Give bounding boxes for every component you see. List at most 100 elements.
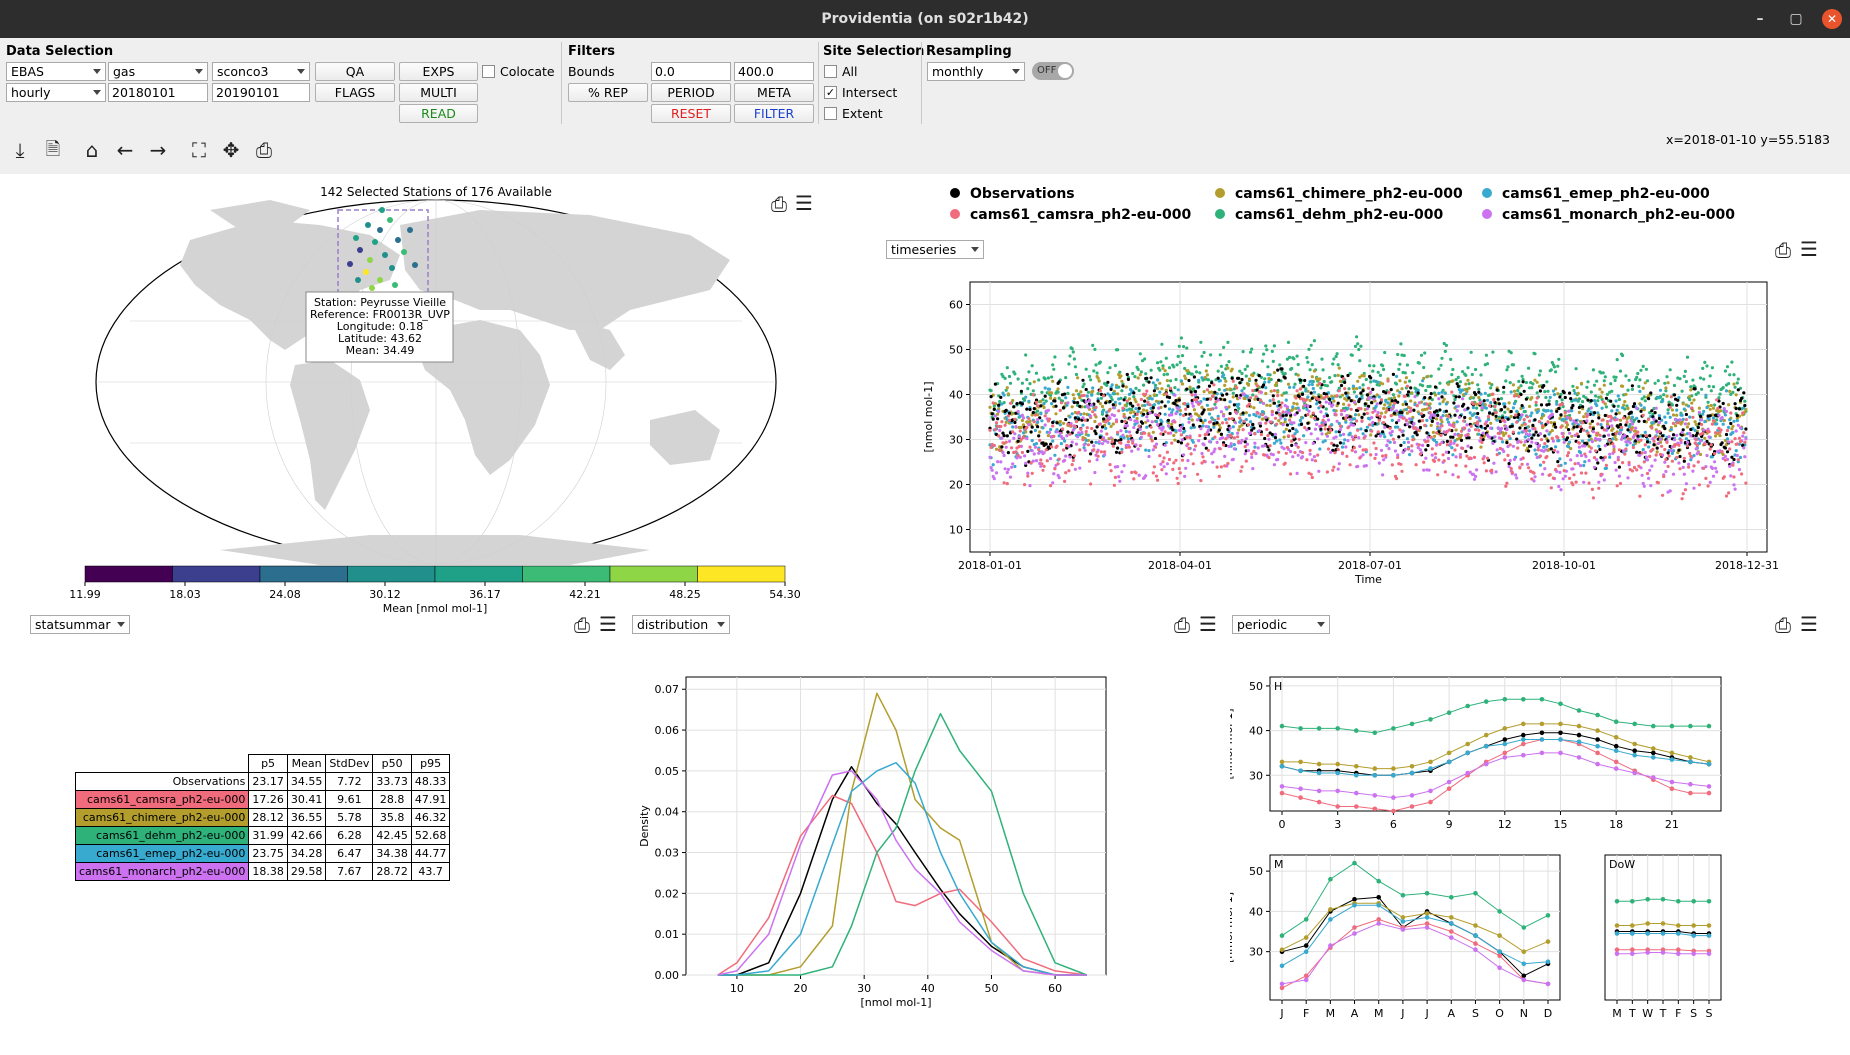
start-date-input[interactable]: 20180101 (108, 83, 208, 102)
hamburger-menu-icon[interactable]: ☰ (1199, 612, 1217, 636)
data-point (1474, 428, 1478, 432)
meta-button[interactable]: META (734, 83, 814, 102)
intersect-checkbox[interactable]: ✓ (824, 86, 837, 99)
legend-item[interactable]: cams61_chimere_ph2-eu-000 (1215, 186, 1463, 202)
all-checkbox[interactable] (824, 65, 837, 78)
data-point (1632, 465, 1637, 470)
resampling-select[interactable]: monthly (927, 62, 1025, 81)
data-point (1475, 402, 1479, 406)
data-point (1376, 430, 1380, 434)
data-point (1063, 458, 1067, 462)
data-point (1331, 448, 1335, 452)
data-point (1381, 473, 1385, 477)
timeseries-select[interactable]: timeseries (886, 240, 984, 259)
save-image-icon[interactable]: ⎙ (771, 192, 787, 216)
data-point (1065, 434, 1069, 438)
data-point (1444, 409, 1448, 413)
hamburger-menu-icon[interactable]: ☰ (599, 612, 617, 636)
species-select[interactable]: sconco3 (212, 62, 310, 81)
maximize-icon[interactable]: ▢ (1789, 11, 1803, 27)
statsummary-select[interactable]: statsummar (30, 615, 130, 634)
hamburger-menu-icon[interactable]: ☰ (1800, 612, 1818, 636)
network-select[interactable]: EBAS (6, 62, 106, 81)
filter-button[interactable]: FILTER (734, 104, 814, 123)
save-image-icon[interactable]: ⎙ (1775, 613, 1791, 637)
rep-button[interactable]: % REP (568, 83, 648, 102)
save-figure-icon[interactable]: ⎙ (256, 138, 272, 162)
data-point (1193, 389, 1198, 394)
map-plot[interactable]: 142 Selected Stations of 176 Available S… (70, 180, 810, 620)
data-point (1151, 381, 1155, 385)
save-image-icon[interactable]: ⎙ (1174, 613, 1190, 637)
data-point (1399, 443, 1403, 447)
data-point (1426, 443, 1430, 448)
data-point (1204, 446, 1208, 450)
data-point (1174, 412, 1178, 416)
data-point (1572, 473, 1576, 477)
data-point (1620, 425, 1624, 430)
save-image-icon[interactable]: ⎙ (1775, 238, 1791, 262)
data-point (1669, 723, 1675, 729)
species-group-select[interactable]: gas (108, 62, 208, 81)
data-point (1316, 417, 1320, 421)
data-point (1678, 467, 1682, 471)
data-point (1106, 440, 1110, 444)
exps-button[interactable]: EXPS (399, 62, 478, 81)
reset-button[interactable]: RESET (651, 104, 731, 123)
forward-arrow-icon[interactable]: → (149, 138, 167, 162)
resampling-toggle[interactable]: OFF (1032, 62, 1074, 80)
data-point (1722, 418, 1726, 423)
data-point (1300, 451, 1305, 455)
distribution-select[interactable]: distribution (632, 615, 730, 634)
legend-item[interactable]: cams61_emep_ph2-eu-000 (1482, 186, 1710, 202)
colocate-checkbox[interactable] (482, 65, 495, 78)
legend-item[interactable]: cams61_camsra_ph2-eu-000 (950, 207, 1191, 223)
data-point (1378, 401, 1382, 405)
station-markers[interactable] (347, 207, 418, 291)
period-button[interactable]: PERIOD (651, 83, 731, 102)
data-point (1145, 376, 1149, 380)
data-point (1491, 392, 1495, 396)
download-icon[interactable]: ⤓ (15, 138, 25, 162)
legend-item[interactable]: cams61_dehm_ph2-eu-000 (1215, 207, 1443, 223)
data-point (1335, 726, 1340, 731)
minimize-icon[interactable]: – (1756, 11, 1764, 27)
data-point (1442, 459, 1446, 463)
end-date-input[interactable]: 20190101 (212, 83, 310, 102)
data-point (1515, 392, 1519, 396)
data-point (1313, 459, 1318, 463)
data-point (1658, 452, 1663, 457)
read-button[interactable]: READ (399, 104, 478, 123)
data-point (1435, 409, 1439, 413)
data-point (1335, 804, 1340, 809)
data-point (1424, 388, 1428, 393)
close-icon[interactable]: ✕ (1822, 9, 1842, 29)
hamburger-menu-icon[interactable]: ☰ (795, 191, 813, 215)
save-image-icon[interactable]: ⎙ (574, 613, 590, 637)
zoom-icon[interactable]: ⛶ (192, 138, 206, 162)
document-icon[interactable]: 🗎 (45, 139, 61, 160)
legend-item[interactable]: cams61_monarch_ph2-eu-000 (1482, 207, 1735, 223)
data-point (1357, 347, 1361, 352)
home-icon[interactable]: ⌂ (85, 138, 99, 162)
multi-button[interactable]: MULTI (399, 83, 478, 102)
data-point (1298, 768, 1303, 774)
extent-checkbox[interactable] (824, 107, 837, 120)
legend-item[interactable]: Observations (950, 186, 1075, 202)
resolution-select[interactable]: hourly (6, 83, 106, 102)
data-point (1054, 412, 1058, 416)
back-arrow-icon[interactable]: ← (116, 138, 134, 162)
hamburger-menu-icon[interactable]: ☰ (1800, 237, 1818, 261)
flags-button[interactable]: FLAGS (315, 83, 395, 102)
data-point (1352, 400, 1356, 404)
periodic-select[interactable]: periodic (1232, 615, 1330, 634)
qa-button[interactable]: QA (315, 62, 395, 81)
lower-bound-input[interactable]: 0.0 (651, 62, 731, 81)
data-point (1591, 368, 1595, 372)
pan-icon[interactable]: ✥ (222, 138, 240, 162)
data-point (1131, 404, 1135, 408)
upper-bound-input[interactable]: 400.0 (734, 62, 814, 81)
